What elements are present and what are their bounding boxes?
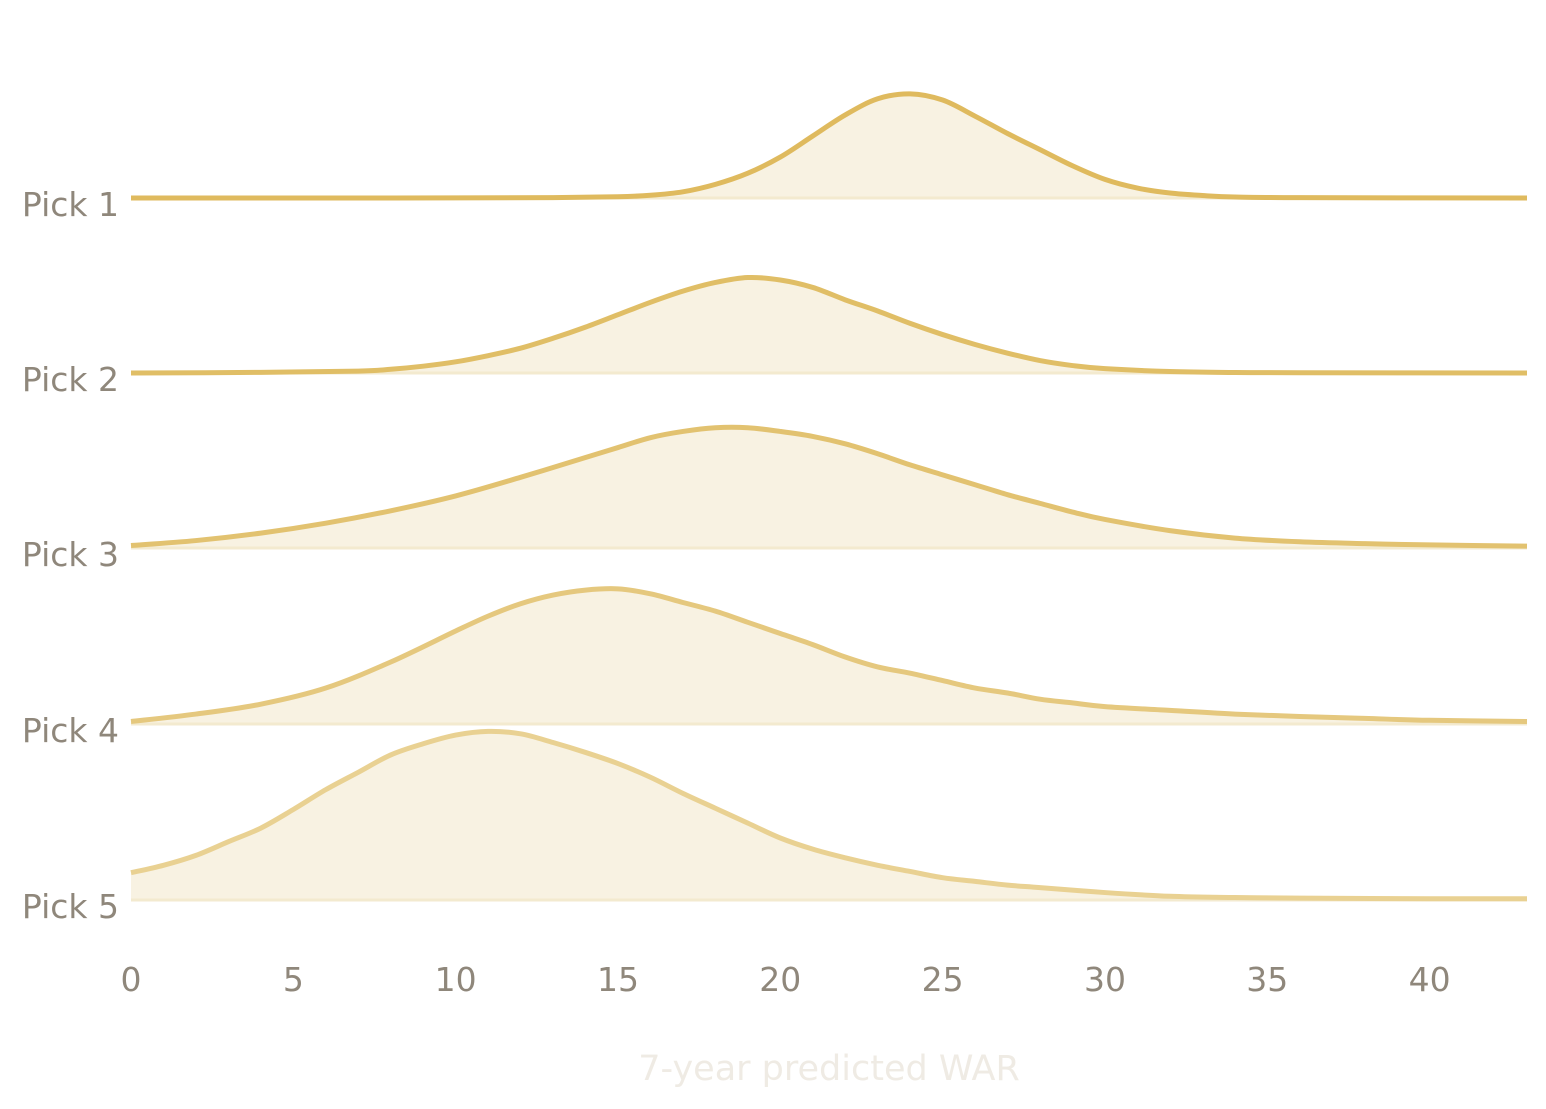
ridge-line-pick-5 xyxy=(130,728,1528,902)
row-labels-group: Pick 5 Pick 4 Pick 3 Pick 2 Pick 1 xyxy=(22,185,119,926)
x-tick-label: 25 xyxy=(922,960,964,999)
x-tick-label: 10 xyxy=(435,960,477,999)
ridge-pick-2 xyxy=(130,274,1528,376)
x-tick-label: 5 xyxy=(283,960,304,999)
x-tick-label: 35 xyxy=(1246,960,1288,999)
ridge-line-pick-2 xyxy=(130,274,1528,376)
row-label-pick-1: Pick 1 xyxy=(22,185,119,224)
ridge-pick-4 xyxy=(130,586,1528,726)
ridge-pick-3 xyxy=(130,424,1528,550)
x-tick-label: 15 xyxy=(597,960,639,999)
row-label-pick-4: Pick 4 xyxy=(22,711,119,750)
x-tick-label: 0 xyxy=(121,960,142,999)
x-axis-title: 7-year predicted WAR xyxy=(638,1049,1020,1089)
x-axis: 0 5 10 15 20 25 30 35 40 xyxy=(121,960,1451,999)
ridge-area-pick-4 xyxy=(131,588,1527,724)
ridge-line-pick-4 xyxy=(130,586,1528,725)
row-label-pick-2: Pick 2 xyxy=(22,360,119,399)
ridge-line-pick-1 xyxy=(130,91,1528,201)
ridge-area-pick-5 xyxy=(131,731,1527,900)
ridge-area-pick-2 xyxy=(131,277,1527,373)
ridge-line-pick-3 xyxy=(130,424,1528,549)
row-label-pick-3: Pick 3 xyxy=(22,535,119,574)
x-tick-label: 20 xyxy=(759,960,801,999)
ridge-pick-1 xyxy=(130,91,1528,201)
row-label-pick-5: Pick 5 xyxy=(22,887,119,926)
x-tick-label: 40 xyxy=(1409,960,1451,999)
ridges-group xyxy=(130,91,1528,902)
ridge-area-pick-3 xyxy=(131,427,1527,548)
ridge-pick-5 xyxy=(130,728,1528,902)
x-tick-label: 30 xyxy=(1084,960,1126,999)
ridge-area-pick-1 xyxy=(131,93,1527,199)
